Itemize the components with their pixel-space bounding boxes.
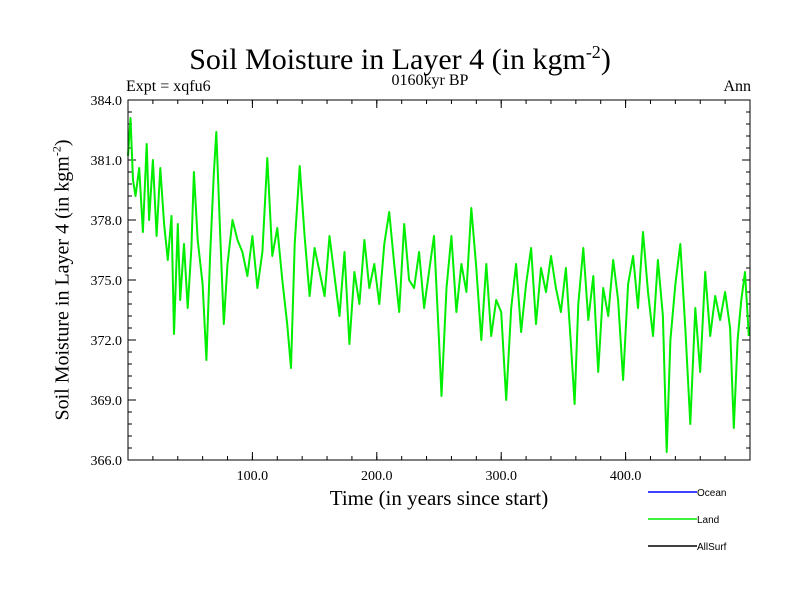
y-tick-label: 369.0 (91, 394, 123, 409)
y-tick-label: 375.0 (91, 274, 123, 289)
chart-title-text: Soil Moisture in Layer 4 (in kgm (189, 43, 586, 76)
x-axis-label: Time (in years since start) (329, 486, 549, 510)
season-label: Ann (723, 78, 751, 95)
y-tick-label: 381.0 (91, 154, 123, 169)
chart-title-tail: ) (600, 43, 611, 76)
series-group (127, 117, 750, 453)
chart-title-superscript: -2 (585, 42, 601, 62)
y-tick-label: 378.0 (91, 214, 123, 229)
period-label: 0160kyr BP (391, 72, 469, 89)
x-tick-label: 100.0 (237, 469, 269, 484)
legend: Ocean Land AllSurf (648, 488, 727, 553)
y-tick-label: 366.0 (91, 454, 123, 469)
legend-label-allsurf: AllSurf (697, 542, 727, 553)
experiment-label: Expt = xqfu6 (126, 78, 211, 95)
axis-ticks: 366.0 369.0 372.0 375.0 378.0 381.0 384.0 100.0… (91, 94, 750, 484)
x-tick-label: 200.0 (361, 469, 393, 484)
x-tick-label: 300.0 (485, 469, 517, 484)
y-tick-label: 384.0 (91, 94, 123, 109)
plot-frame (127, 99, 751, 461)
x-tick-label: 400.0 (610, 469, 642, 484)
y-tick-label: 372.0 (91, 334, 123, 349)
series-line-land (127, 117, 750, 453)
chart-title: Soil Moisture in Layer 4 (in kgm-2) (0, 34, 800, 78)
legend-label-land: Land (697, 515, 719, 526)
legend-label-ocean: Ocean (697, 488, 726, 499)
